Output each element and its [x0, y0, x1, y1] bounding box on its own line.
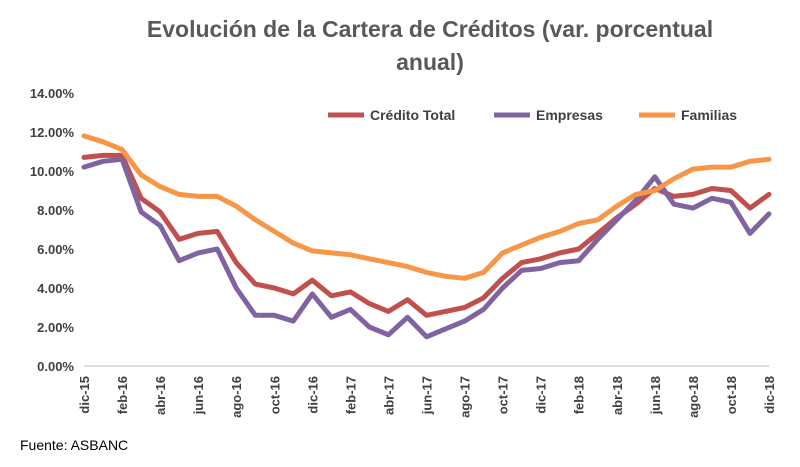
chart-axes: 0.00% 2.00% 4.00% 6.00% 8.00% 10.00% 12.00% 14.…	[30, 86, 777, 418]
legend-label: Familias	[681, 107, 737, 123]
x-tick-label: oct-17	[496, 376, 511, 414]
x-tick-label: jun-17	[420, 376, 435, 415]
y-tick-label: 10.00%	[30, 164, 75, 179]
x-tick-label: oct-16	[267, 376, 282, 414]
x-tick-label: dic-18	[762, 376, 777, 414]
x-tick-label: feb-16	[115, 376, 130, 414]
x-tick-label: oct-18	[724, 376, 739, 414]
x-tick-label: dic-16	[305, 376, 320, 414]
x-tick-label: jun-18	[648, 376, 663, 415]
x-tick-label: abr-16	[153, 376, 168, 415]
chart-title-line-2: anual)	[396, 49, 464, 75]
chart-legend: Crédito Total Empresas Familias	[328, 107, 737, 123]
y-tick-label: 6.00%	[37, 242, 74, 257]
y-tick-label: 14.00%	[30, 86, 75, 101]
x-tick-label: abr-18	[610, 376, 625, 415]
x-tick-label: dic-17	[534, 376, 549, 414]
x-tick-label: ago-16	[229, 376, 244, 418]
legend-label: Crédito Total	[370, 107, 455, 123]
chart-series	[81, 133, 772, 340]
x-tick-label: feb-18	[572, 376, 587, 414]
x-tick-label: feb-17	[343, 376, 358, 414]
x-tick-label: abr-17	[381, 376, 396, 415]
x-tick-label: ago-18	[686, 376, 701, 418]
x-tick-label: jun-16	[191, 376, 206, 415]
series-line	[81, 156, 772, 340]
x-tick-label: dic-15	[77, 376, 92, 414]
y-tick-label: 2.00%	[37, 320, 74, 335]
source-note: Fuente: ASBANC	[20, 437, 129, 453]
y-tick-label: 4.00%	[37, 281, 74, 296]
y-tick-label: 12.00%	[30, 125, 75, 140]
chart-title-line-1: Evolución de la Cartera de Créditos (var…	[146, 16, 714, 42]
y-tick-label: 0.00%	[37, 359, 74, 374]
x-tick-label: ago-17	[458, 376, 473, 418]
series-line	[81, 133, 772, 281]
series-line	[81, 152, 772, 318]
y-tick-label: 8.00%	[37, 203, 74, 218]
legend-label: Empresas	[536, 107, 603, 123]
